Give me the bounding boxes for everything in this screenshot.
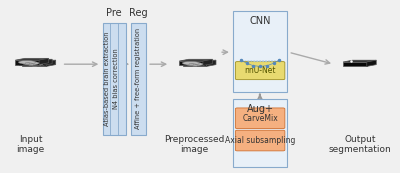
Polygon shape bbox=[22, 62, 46, 66]
FancyBboxPatch shape bbox=[233, 11, 287, 92]
Polygon shape bbox=[367, 60, 376, 66]
Polygon shape bbox=[46, 60, 56, 66]
Text: Aug+: Aug+ bbox=[247, 104, 274, 114]
FancyBboxPatch shape bbox=[32, 65, 37, 66]
Ellipse shape bbox=[190, 64, 196, 65]
FancyBboxPatch shape bbox=[235, 130, 285, 151]
Text: Atlas-based brain extraction: Atlas-based brain extraction bbox=[104, 31, 110, 126]
Polygon shape bbox=[203, 59, 212, 66]
Polygon shape bbox=[19, 59, 52, 61]
FancyBboxPatch shape bbox=[235, 62, 285, 80]
Polygon shape bbox=[343, 62, 367, 66]
Polygon shape bbox=[15, 60, 39, 65]
Ellipse shape bbox=[26, 63, 32, 64]
Polygon shape bbox=[343, 60, 376, 62]
Polygon shape bbox=[22, 60, 56, 62]
Ellipse shape bbox=[194, 65, 200, 66]
FancyBboxPatch shape bbox=[233, 98, 287, 167]
FancyBboxPatch shape bbox=[235, 108, 285, 129]
Ellipse shape bbox=[26, 62, 43, 66]
Text: CarveMix: CarveMix bbox=[242, 114, 278, 123]
FancyBboxPatch shape bbox=[189, 64, 194, 65]
FancyBboxPatch shape bbox=[193, 65, 197, 66]
FancyBboxPatch shape bbox=[130, 23, 146, 135]
Ellipse shape bbox=[22, 62, 39, 65]
Text: CNN: CNN bbox=[249, 16, 271, 26]
Polygon shape bbox=[179, 61, 203, 66]
Polygon shape bbox=[19, 61, 43, 66]
Ellipse shape bbox=[18, 61, 36, 64]
Ellipse shape bbox=[33, 65, 40, 66]
Polygon shape bbox=[183, 62, 206, 66]
Polygon shape bbox=[206, 60, 216, 66]
Text: Output
segmentation: Output segmentation bbox=[329, 135, 392, 154]
Polygon shape bbox=[15, 58, 48, 60]
Text: Input
image: Input image bbox=[16, 135, 44, 154]
Ellipse shape bbox=[186, 62, 203, 66]
Ellipse shape bbox=[30, 64, 36, 65]
Text: Reg: Reg bbox=[129, 8, 147, 18]
Text: nnU-Net: nnU-Net bbox=[244, 66, 276, 75]
Polygon shape bbox=[43, 59, 52, 66]
Text: Axial subsampling: Axial subsampling bbox=[225, 136, 295, 145]
Ellipse shape bbox=[182, 62, 199, 65]
Polygon shape bbox=[39, 58, 48, 65]
Polygon shape bbox=[183, 60, 216, 62]
FancyBboxPatch shape bbox=[103, 23, 126, 135]
FancyBboxPatch shape bbox=[29, 64, 33, 65]
Text: Pre: Pre bbox=[106, 8, 122, 18]
Text: Affine + free-form registration: Affine + free-form registration bbox=[135, 28, 141, 129]
Polygon shape bbox=[179, 59, 212, 61]
FancyBboxPatch shape bbox=[25, 63, 30, 65]
Text: N4 bias correction: N4 bias correction bbox=[113, 48, 119, 109]
Text: Preprocessed
image: Preprocessed image bbox=[164, 135, 224, 154]
